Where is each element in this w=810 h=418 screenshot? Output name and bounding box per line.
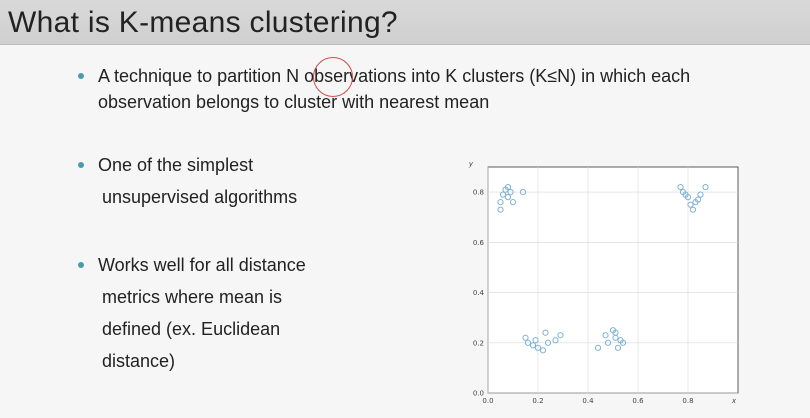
slide-title: What is K-means clustering? [8,6,398,39]
data-point [557,332,564,339]
x-tick-label: 0.2 [532,397,543,405]
data-point [539,347,547,354]
y-axis-label: y [468,160,474,168]
slide-title-bar: What is K-means clustering? [0,0,810,45]
data-point [504,194,512,201]
bullet-dot [78,73,84,79]
y-tick-label: 0.4 [473,289,485,297]
x-tick-label: 0.0 [482,397,493,405]
data-point [497,199,504,206]
bullet-line: A technique to partition N observations … [98,66,691,86]
y-tick-label: 0.8 [473,189,484,197]
bullet-line: One of the simplest [98,155,254,175]
bullet-dot [78,262,84,268]
data-point [524,339,532,346]
data-point [612,329,619,336]
bullet-distance-metrics: Works well for all distance metrics wher… [78,252,306,374]
x-tick-label: 0.8 [682,397,693,405]
data-point [497,206,504,213]
data-point [529,342,537,349]
annotation-circle [313,57,353,97]
y-tick-label: 0.2 [473,339,484,347]
bullet-simplest-algorithm: One of the simplest unsupervised algorit… [78,152,298,210]
data-point [534,344,542,351]
data-point [619,339,627,346]
data-point [504,183,512,191]
bullet-line: Works well for all distance [98,255,306,275]
y-tick-label: 0.0 [473,390,484,398]
data-point [687,201,694,208]
data-point [604,339,612,346]
data-point [544,339,552,346]
data-point [689,206,697,213]
data-point [519,189,527,196]
data-point [614,344,622,351]
data-point [542,329,549,336]
data-point [594,344,602,351]
x-tick-label: 0.4 [582,397,594,405]
bullet-line: metrics where mean is [102,287,283,307]
bullet-line: distance) [102,351,176,371]
data-point [522,334,529,341]
bullet-kmeans-definition: A technique to partition N observations … [78,63,691,115]
data-point [602,332,609,339]
data-point [509,199,517,206]
scatter-chart: 0.0 0.2 0.4 0.6 0.8 0.0 0.2 0.4 0.6 0.8 x y [468,160,739,405]
data-point [532,337,539,344]
x-tick-label: 0.6 [632,397,644,405]
y-tick-label: 0.6 [473,239,485,247]
data-point [499,191,507,198]
bullet-line: defined (ex. Euclidean [102,319,281,339]
bullet-line: unsupervised algorithms [102,187,298,207]
bullet-line: observation belongs to cluster with near… [98,92,490,112]
data-point [552,337,559,344]
data-point [694,196,702,203]
data-point [697,191,704,198]
data-point [677,183,684,191]
bullet-dot [78,162,84,168]
data-point [684,194,692,201]
data-point [702,183,709,191]
x-axis-label: x [731,397,737,405]
data-point [507,189,514,196]
